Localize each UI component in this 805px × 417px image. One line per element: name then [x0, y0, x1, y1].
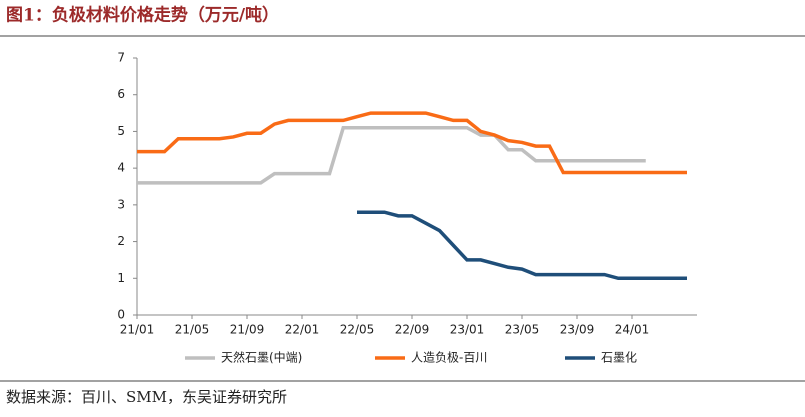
y-tick-label: 2 — [117, 234, 125, 248]
x-tick-label: 21/05 — [175, 323, 210, 337]
y-tick-label: 3 — [117, 197, 125, 211]
y-tick-label: 5 — [117, 124, 125, 138]
y-tick-label: 0 — [117, 308, 125, 322]
y-tick-label: 4 — [117, 161, 125, 175]
series-line — [137, 111, 687, 175]
x-tick-label: 23/09 — [560, 323, 595, 337]
legend-label: 天然石墨(中端) — [221, 350, 302, 365]
x-tick-label: 24/01 — [615, 323, 650, 337]
x-tick-label: 23/05 — [505, 323, 540, 337]
y-tick-label: 6 — [117, 87, 125, 101]
x-tick-label: 21/01 — [120, 323, 155, 337]
series-line — [357, 210, 687, 281]
x-tick-label: 22/01 — [285, 323, 320, 337]
x-tick-label: 22/05 — [340, 323, 375, 337]
source-note: 数据来源：百川、SMM，东吴证券研究所 — [6, 388, 287, 406]
y-tick-label: 1 — [117, 271, 125, 285]
legend-label: 人造负极-百川 — [411, 351, 487, 365]
legend-label: 石墨化 — [601, 351, 637, 365]
x-tick-label: 23/01 — [450, 323, 485, 337]
chart-title: 图1：负极材料价格走势（万元/吨） — [6, 5, 279, 26]
x-tick-label: 21/09 — [230, 323, 265, 337]
series-line — [137, 126, 646, 185]
y-tick-label: 7 — [117, 51, 125, 65]
x-tick-label: 22/09 — [395, 323, 430, 337]
